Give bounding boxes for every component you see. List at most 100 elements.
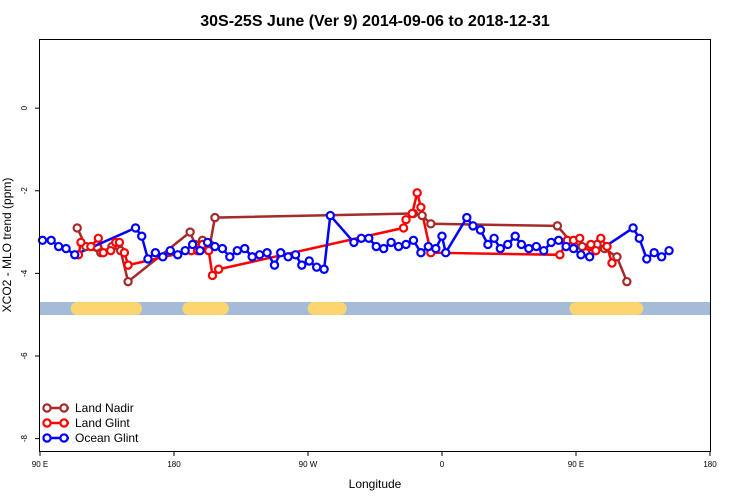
data-point: [431, 243, 441, 254]
series-points: [37, 188, 674, 287]
data-point: [225, 252, 235, 262]
data-point: [210, 241, 220, 252]
legend-marker: [59, 403, 69, 413]
data-point: [137, 231, 147, 241]
legend-label: Land Nadir: [75, 401, 134, 415]
data-point: [93, 233, 104, 243]
data-point: [426, 219, 436, 229]
data-point: [546, 237, 556, 248]
data-point: [423, 241, 434, 252]
x-axis: 90 E 180 90 W 0 90 E 180: [32, 451, 717, 469]
plot-frame: [39, 39, 711, 452]
data-point: [319, 264, 329, 274]
legend-marker: [59, 418, 69, 428]
data-point: [254, 250, 265, 260]
data-point: [393, 241, 404, 252]
data-point: [202, 237, 213, 248]
data-point: [553, 235, 564, 246]
data-point: [417, 210, 427, 221]
data-point: [46, 235, 56, 246]
data-point: [634, 233, 644, 243]
data-point: [304, 256, 314, 266]
data-point: [297, 260, 307, 270]
data-point: [72, 223, 82, 233]
data-point: [269, 260, 280, 270]
data-point: [607, 258, 617, 268]
data-point: [247, 252, 257, 262]
data-point: [483, 239, 493, 250]
data-point: [437, 231, 447, 241]
data-point: [213, 264, 224, 274]
data-point: [416, 202, 426, 212]
data-point: [612, 252, 622, 262]
data-point: [276, 248, 286, 258]
x-tick-label: 180: [703, 460, 717, 469]
data-point: [158, 252, 168, 262]
data-point: [568, 243, 579, 254]
data-point: [143, 254, 153, 264]
data-point: [602, 241, 612, 252]
data-point: [596, 233, 606, 243]
data-point: [524, 243, 534, 254]
data-point: [173, 250, 183, 260]
data-point: [195, 245, 205, 256]
data-point: [378, 243, 389, 254]
data-point: [37, 235, 48, 246]
data-point: [130, 223, 141, 233]
data-point: [123, 276, 133, 287]
legend-marker: [59, 433, 69, 443]
data-point: [386, 237, 396, 248]
data-point: [98, 248, 108, 258]
data-point: [552, 221, 563, 231]
data-point: [106, 245, 116, 256]
y-axis-label: XCO2 - MLO trend (ppm): [0, 178, 14, 313]
data-point: [290, 250, 301, 260]
data-point: [371, 241, 381, 252]
data-point: [591, 245, 601, 256]
data-point: [53, 241, 64, 252]
y-axis: 0 -2 -4 -6 -8: [20, 105, 40, 442]
data-point: [364, 233, 374, 243]
legend-label: Land Glint: [75, 416, 130, 430]
data-point: [462, 212, 472, 223]
data-point: [207, 270, 218, 281]
data-point: [468, 221, 478, 231]
data-point: [586, 239, 596, 250]
data-point: [325, 210, 336, 221]
legend-marker: [42, 433, 52, 443]
y-tick-label: -4: [20, 269, 29, 277]
data-point: [217, 243, 228, 254]
x-tick-label: 0: [440, 460, 445, 469]
data-point: [86, 241, 96, 252]
data-point: [283, 252, 293, 262]
data-point: [180, 245, 190, 256]
data-point: [240, 243, 250, 254]
data-point: [150, 248, 161, 258]
x-tick-label: 90 E: [32, 460, 48, 469]
legend-marker: [42, 418, 52, 428]
data-point: [70, 250, 80, 260]
data-point: [114, 237, 125, 248]
legend-label: Ocean Glint: [75, 431, 139, 445]
data-point: [664, 245, 674, 256]
data-point: [123, 260, 133, 270]
data-point: [401, 239, 411, 250]
data-point: [584, 252, 595, 262]
data-point: [187, 239, 198, 250]
data-point: [649, 248, 659, 258]
data-point: [576, 250, 586, 260]
y-tick-label: -2: [20, 187, 29, 195]
data-point: [204, 245, 214, 256]
data-point: [503, 239, 513, 250]
y-tick-label: 0: [20, 105, 29, 110]
data-point: [561, 241, 571, 252]
data-point: [416, 248, 426, 258]
data-point: [61, 243, 71, 254]
data-point: [510, 231, 520, 241]
data-point: [356, 233, 367, 243]
data-point: [311, 262, 322, 272]
y-tick-label: -8: [20, 435, 29, 443]
data-point: [628, 223, 638, 233]
